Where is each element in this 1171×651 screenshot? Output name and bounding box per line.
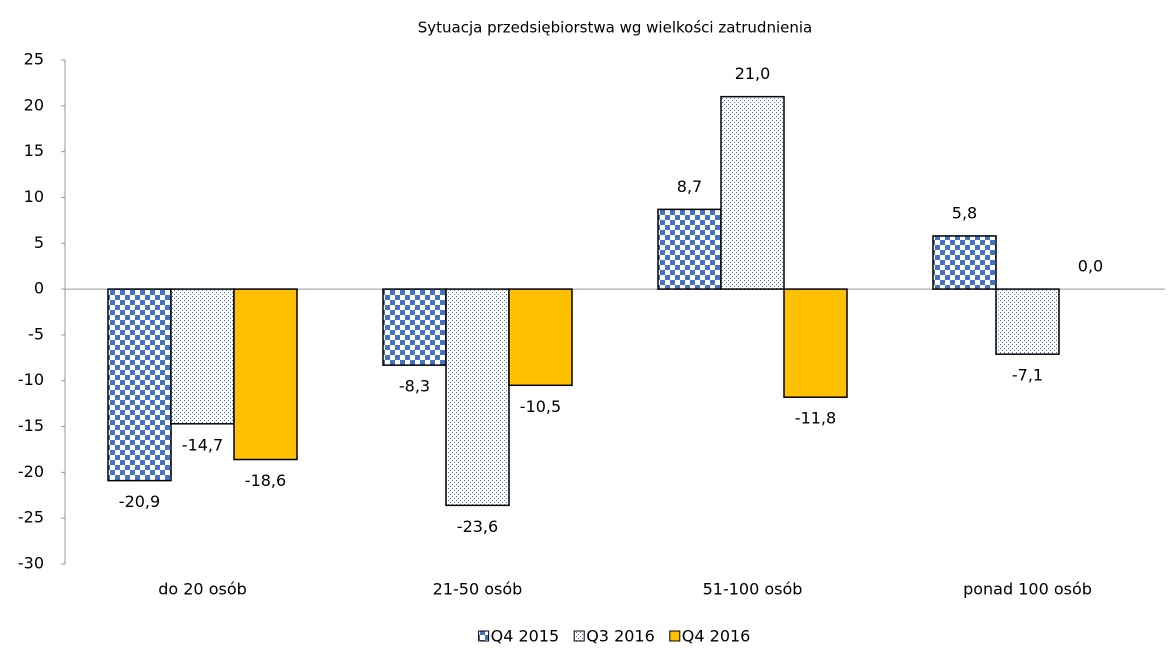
bar <box>107 288 172 482</box>
data-label: -8,3 <box>399 377 430 396</box>
y-tick-label: -25 <box>18 508 44 527</box>
data-label: -11,8 <box>795 409 836 428</box>
legend-label: Q4 2016 <box>682 627 751 646</box>
bar <box>445 288 510 507</box>
bar <box>783 288 848 398</box>
bar <box>657 208 722 290</box>
x-tick-label: 21-50 osób <box>433 580 523 599</box>
data-label: 8,7 <box>677 177 702 196</box>
y-tick-label: 0 <box>34 279 44 298</box>
data-label: -14,7 <box>182 435 223 454</box>
data-label: 0,0 <box>1078 257 1103 276</box>
bar <box>382 288 447 366</box>
bar <box>932 235 997 290</box>
y-tick-label: -15 <box>18 416 44 435</box>
chart-title: Sytuacja przedsiębiorstwa wg wielkości z… <box>418 19 812 37</box>
data-label: -23,6 <box>457 517 498 536</box>
y-tick-label: 5 <box>34 233 44 252</box>
x-tick-label: 51-100 osób <box>703 580 803 599</box>
bar <box>233 288 298 461</box>
legend-label: Q3 2016 <box>586 627 655 646</box>
bar <box>508 288 573 387</box>
bar <box>720 95 785 290</box>
x-tick-label: ponad 100 osób <box>963 580 1092 599</box>
data-label: -7,1 <box>1012 366 1043 385</box>
legend-swatch <box>573 630 585 642</box>
legend-swatch <box>478 630 490 642</box>
y-tick-label: 15 <box>24 141 44 160</box>
data-label: 21,0 <box>735 64 771 83</box>
y-tick-label: -20 <box>18 462 44 481</box>
y-tick-label: -10 <box>18 370 44 389</box>
y-tick-label: 10 <box>24 187 44 206</box>
data-label: -18,6 <box>245 471 286 490</box>
legend-swatch <box>669 630 681 642</box>
y-tick-label: -5 <box>28 324 44 343</box>
data-label: 5,8 <box>952 203 977 222</box>
bar <box>170 288 235 425</box>
y-tick-label: 25 <box>24 50 44 69</box>
data-label: -10,5 <box>520 397 561 416</box>
y-tick-label: -30 <box>18 554 44 573</box>
y-tick-label: 20 <box>24 95 44 114</box>
bar <box>995 288 1060 355</box>
legend-label: Q4 2015 <box>491 627 560 646</box>
data-label: -20,9 <box>119 492 160 511</box>
x-tick-label: do 20 osób <box>158 580 247 599</box>
